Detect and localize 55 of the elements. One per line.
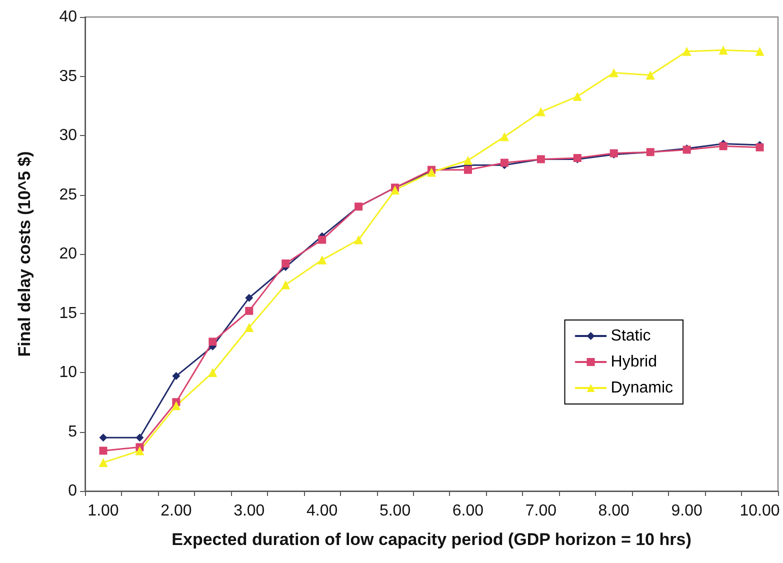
point xyxy=(172,401,181,410)
point xyxy=(99,446,108,455)
legend-label: Static xyxy=(610,328,651,344)
point xyxy=(244,322,254,332)
point xyxy=(208,368,218,377)
point xyxy=(208,338,217,346)
point xyxy=(463,156,472,165)
x-tick-label: 9.00 xyxy=(671,502,702,520)
point xyxy=(500,158,508,167)
point xyxy=(99,434,108,442)
x-axis-title: Expected duration of low capacity period (GDP horizon = 10 hrs) xyxy=(172,530,692,549)
x-tick-label: 1.00 xyxy=(88,502,119,520)
legend-label: Dynamic xyxy=(610,380,673,396)
point xyxy=(390,186,400,195)
point xyxy=(718,46,728,55)
x-tick-label: 3.00 xyxy=(234,502,265,520)
y-tick-label: 40 xyxy=(59,8,78,26)
x-tick-label: 5.00 xyxy=(379,502,411,520)
point xyxy=(500,132,509,142)
x-tick-label: 7.00 xyxy=(525,502,557,520)
y-axis-title: Final delay costs (10^5 $) xyxy=(15,151,34,357)
point xyxy=(172,372,180,380)
point xyxy=(756,143,764,152)
y-tick-label: 30 xyxy=(59,127,78,144)
point xyxy=(245,306,254,315)
y-tick-label: 20 xyxy=(59,246,78,262)
point xyxy=(682,46,692,56)
y-tick-label: 10 xyxy=(59,364,78,381)
point xyxy=(281,280,290,290)
point xyxy=(646,70,655,80)
point xyxy=(719,142,728,150)
y-tick-label: 35 xyxy=(59,68,78,85)
y-tick-label: 0 xyxy=(68,482,78,500)
point xyxy=(136,434,144,442)
x-tick-label: 6.00 xyxy=(452,502,484,520)
x-tick-label: 10.00 xyxy=(740,502,780,520)
point xyxy=(245,294,254,302)
point xyxy=(318,236,326,244)
legend-label: Hybrid xyxy=(610,354,657,370)
x-tick-label: 4.00 xyxy=(306,502,338,520)
point xyxy=(354,235,364,244)
point xyxy=(755,46,764,56)
point xyxy=(282,259,290,268)
point xyxy=(464,166,472,174)
point xyxy=(98,458,108,468)
x-tick-label: 2.00 xyxy=(160,502,192,520)
point xyxy=(135,446,144,456)
x-tick-label: 8.00 xyxy=(598,502,630,520)
point xyxy=(318,255,327,264)
point xyxy=(572,92,582,101)
y-tick-label: 15 xyxy=(59,304,78,322)
point xyxy=(609,68,618,78)
y-tick-label: 25 xyxy=(59,186,78,204)
y-tick-label: 5 xyxy=(68,423,78,440)
point xyxy=(536,107,546,116)
